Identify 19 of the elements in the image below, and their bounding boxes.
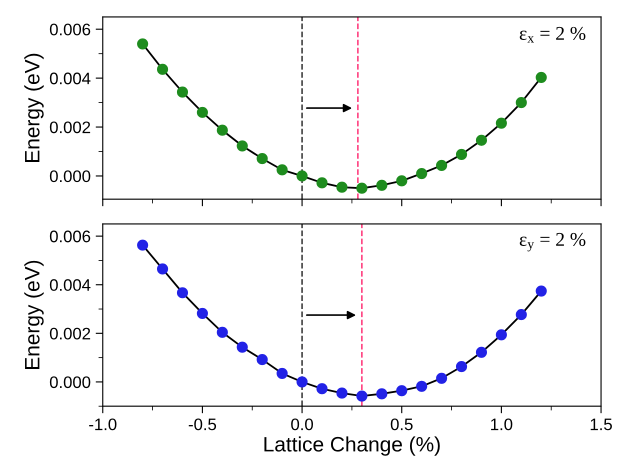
x-tick-label: 0.0 bbox=[291, 418, 314, 430]
x-tick-label: -1.0 bbox=[89, 418, 116, 430]
y-tick-label: 0.004 bbox=[50, 279, 90, 291]
y-axis-title: Energy (eV) bbox=[24, 54, 44, 162]
y-tick-label: 0.004 bbox=[50, 72, 90, 84]
y-tick-label: 0.002 bbox=[50, 328, 90, 340]
annotation: ε$_{y}$ = 2 % bbox=[520, 232, 586, 252]
y-tick-label: 0.006 bbox=[50, 24, 90, 36]
x-axis-title: Lattice Change (%) bbox=[264, 436, 440, 456]
y-tick-label: 0.000 bbox=[50, 170, 90, 182]
y-tick-label: 0.000 bbox=[50, 376, 90, 388]
y-tick-label: 0.006 bbox=[50, 230, 90, 242]
x-tick-label: 1.5 bbox=[590, 418, 612, 430]
x-tick-label: -0.5 bbox=[188, 418, 216, 430]
y-axis-title: Energy (eV) bbox=[24, 260, 44, 369]
annotation: ε$_{x}$ = 2 % bbox=[520, 26, 586, 42]
x-tick-label: 0.5 bbox=[390, 418, 413, 430]
y-tick-label: 0.002 bbox=[50, 121, 90, 134]
x-tick-label: 1.0 bbox=[491, 418, 512, 430]
